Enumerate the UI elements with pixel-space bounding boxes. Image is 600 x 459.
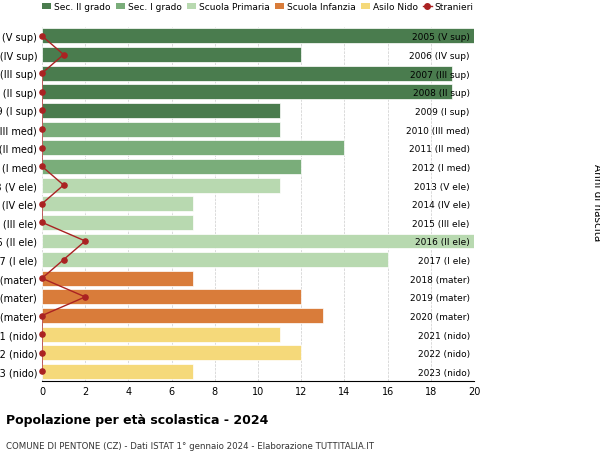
Bar bbox=[42, 48, 301, 63]
Bar bbox=[42, 215, 193, 230]
Bar bbox=[42, 346, 301, 360]
Bar bbox=[42, 178, 280, 193]
Point bbox=[37, 201, 47, 208]
Point bbox=[37, 331, 47, 338]
Point bbox=[37, 89, 47, 96]
Bar bbox=[42, 308, 323, 323]
Point bbox=[80, 294, 90, 301]
Bar bbox=[42, 67, 452, 82]
Point bbox=[37, 145, 47, 152]
Bar bbox=[42, 104, 280, 119]
Legend: Sec. II grado, Sec. I grado, Scuola Primaria, Scuola Infanzia, Asilo Nido, Stran: Sec. II grado, Sec. I grado, Scuola Prim… bbox=[39, 0, 477, 16]
Bar bbox=[42, 234, 474, 249]
Point bbox=[37, 163, 47, 171]
Point bbox=[59, 257, 68, 264]
Bar bbox=[42, 141, 344, 156]
Bar bbox=[42, 290, 301, 305]
Text: Popolazione per età scolastica - 2024: Popolazione per età scolastica - 2024 bbox=[6, 413, 268, 426]
Point bbox=[37, 219, 47, 227]
Point bbox=[59, 182, 68, 189]
Bar bbox=[42, 252, 388, 268]
Bar bbox=[42, 29, 474, 44]
Point bbox=[59, 52, 68, 59]
Point bbox=[37, 312, 47, 319]
Bar bbox=[42, 364, 193, 379]
Point bbox=[37, 70, 47, 78]
Point bbox=[37, 275, 47, 282]
Bar bbox=[42, 160, 301, 174]
Point bbox=[37, 368, 47, 375]
Point bbox=[37, 107, 47, 115]
Text: COMUNE DI PENTONE (CZ) - Dati ISTAT 1° gennaio 2024 - Elaborazione TUTTITALIA.IT: COMUNE DI PENTONE (CZ) - Dati ISTAT 1° g… bbox=[6, 441, 374, 450]
Bar bbox=[42, 197, 193, 212]
Bar bbox=[42, 271, 193, 286]
Point bbox=[37, 33, 47, 40]
Point bbox=[37, 349, 47, 357]
Bar bbox=[42, 85, 452, 100]
Bar bbox=[42, 327, 280, 342]
Point bbox=[37, 126, 47, 134]
Text: Anni di nascita: Anni di nascita bbox=[592, 163, 600, 241]
Point bbox=[80, 238, 90, 245]
Bar bbox=[42, 123, 280, 137]
